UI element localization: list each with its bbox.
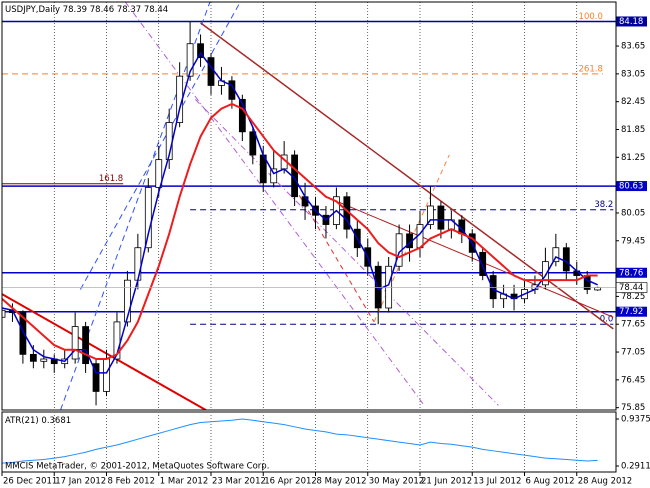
footer: MMCIS MetaTrader, © 2001-2012, MetaQuote… (5, 462, 269, 472)
trendline (79, 2, 241, 290)
x-tick-label: 6 Aug 2012 (526, 477, 575, 487)
y-tick-label: 83.05 (621, 69, 645, 79)
axes: 83.65 83.05 82.45 81.85 81.25 80.05 79.45 78.25… (1, 16, 650, 487)
last-open: 78.39 (63, 5, 87, 15)
atr-label: ATR(21) (5, 416, 39, 426)
x-tick-label: 1 Mar 2012 (160, 477, 208, 487)
candle-body (124, 279, 131, 323)
y-tick-label: 76.45 (621, 375, 645, 385)
fibo-label: 0.0 (600, 315, 614, 325)
candle-body (562, 247, 570, 272)
price-pane: 100.0 261.8 161.8 38.2 0.0 (2, 2, 616, 410)
last-high: 78.46 (90, 5, 114, 15)
candle-body (197, 43, 204, 59)
atr-frame (1, 411, 617, 473)
fibo-label: 38.2 (594, 200, 613, 210)
last-close: 78.44 (144, 5, 168, 15)
candle-body (92, 363, 100, 392)
candle-body (144, 187, 152, 249)
candle-body (113, 321, 121, 360)
y-tick-label: 81.85 (621, 125, 645, 135)
candle-body (270, 168, 278, 184)
atr-pane (2, 413, 598, 471)
candle-body (437, 205, 445, 230)
last-low: 78.37 (117, 5, 141, 15)
header: USDJPY,Daily 78.39 78.46 78.37 78.44 (5, 5, 168, 15)
candle-body (542, 261, 549, 286)
candle-body (385, 265, 393, 309)
y-tick-label: 83.65 (621, 42, 645, 52)
candle-body (40, 358, 48, 362)
level-label: 78.76 (619, 268, 643, 278)
y-tick-label: 78.25 (621, 292, 645, 302)
candle-body (134, 247, 142, 281)
candle-body (155, 159, 163, 188)
x-tick-label: 30 May 2012 (369, 477, 424, 487)
candle-body (2, 309, 6, 318)
candle-body (71, 326, 79, 360)
atr-last-value: 0.3681 (41, 416, 71, 426)
level-label: 77.92 (619, 307, 643, 317)
level-box (616, 181, 647, 192)
x-tick-label: 28 Aug 2012 (578, 477, 632, 487)
moving-average (2, 102, 598, 360)
x-tick-label: 8 Feb 2012 (108, 477, 156, 487)
trendline (325, 196, 614, 318)
x-tick-label: 17 Jan 2012 (55, 477, 106, 487)
price-label: 78.44 (619, 283, 643, 293)
trendline (294, 187, 375, 323)
atr-header: ATR(21) 0.3681 (5, 416, 71, 426)
atr-line (2, 418, 598, 464)
x-tick-label: 13 Jul 2012 (473, 477, 521, 487)
candle-body (301, 196, 309, 207)
candle-body (489, 275, 497, 300)
candle-body (19, 312, 27, 355)
x-tick-label: 23 Mar 2012 (212, 477, 266, 487)
candle-body (103, 358, 110, 392)
trendline (2, 293, 207, 410)
fibo-label: 261.8 (579, 64, 603, 74)
candle-body (249, 131, 257, 156)
y-tick-label: 82.45 (621, 97, 645, 107)
x-tick-label: 16 Apr 2012 (264, 477, 317, 487)
level-label: 84.18 (619, 17, 643, 27)
y-tick-label: 79.45 (621, 236, 645, 246)
candle-body (186, 43, 194, 77)
candle-body (29, 353, 37, 362)
y-tick-label: 80.05 (621, 208, 645, 218)
x-tick-label: 8 May 2012 (317, 477, 367, 487)
candle-body (238, 98, 246, 133)
fibo-label: 100.0 (579, 12, 603, 22)
symbol: USDJPY,Daily (5, 5, 60, 15)
level-box (616, 16, 647, 27)
candle-body (427, 205, 434, 225)
candle-body (82, 326, 89, 365)
level-box (616, 306, 647, 317)
price-frame (1, 1, 617, 411)
candle-body (552, 247, 560, 263)
y-tick-label: 81.25 (621, 153, 645, 163)
candle-body (207, 57, 215, 86)
level-box (616, 267, 647, 278)
fibo-label: 161.8 (99, 174, 123, 184)
level-label: 80.63 (619, 182, 643, 192)
trendline (124, 2, 425, 406)
atr-tick-label: 0.9375 (621, 415, 650, 425)
x-tick-label: 26 Dec 2011 (3, 477, 57, 487)
x-tick-label: 21 Jun 2012 (421, 477, 472, 487)
candle-body (479, 251, 487, 276)
atr-tick-label: 0.2911 (621, 462, 650, 472)
moving-average (2, 51, 598, 374)
y-tick-label: 77.65 (621, 320, 645, 330)
y-tick-label: 77.05 (621, 348, 645, 358)
y-tick-label: 75.85 (621, 403, 645, 413)
